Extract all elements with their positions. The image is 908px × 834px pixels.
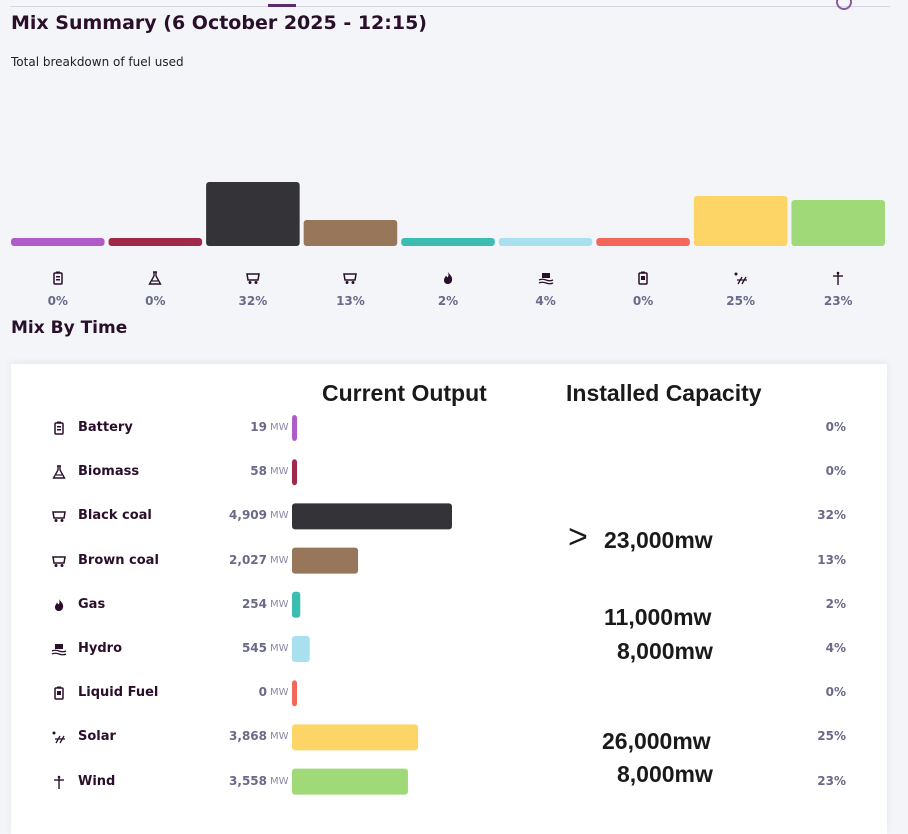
fuel-can-icon — [50, 684, 68, 702]
flame-icon — [50, 596, 68, 614]
row-label: Gas — [78, 596, 106, 612]
row-unit: MW — [270, 554, 289, 566]
row-output-value: 2,027 — [229, 552, 267, 567]
flame-icon — [438, 268, 458, 288]
installed-capacity-header: Installed Capacity — [566, 380, 762, 406]
row-pct: 0% — [825, 685, 846, 700]
row-pct: 0% — [825, 464, 846, 479]
summary-bar-gas[interactable] — [401, 238, 495, 246]
row-pct: 2% — [825, 596, 846, 611]
row-pct: 25% — [817, 729, 846, 744]
row-unit: MW — [270, 598, 289, 610]
row-output-value: 3,558 — [229, 773, 267, 788]
active-tab-indicator[interactable] — [268, 4, 296, 7]
row-pct: 32% — [817, 508, 846, 523]
capacity-coal: 23,000mw — [604, 527, 713, 553]
coal-icon — [50, 507, 68, 525]
row-label: Biomass — [78, 464, 140, 480]
chart-subtitle: Total breakdown of fuel used — [11, 55, 184, 69]
coal-icon — [243, 268, 263, 288]
row-label: Solar — [78, 729, 116, 745]
row-unit: MW — [270, 466, 289, 478]
row-output-value: 254 — [241, 596, 267, 611]
summary-pct-label: 25% — [726, 294, 756, 308]
summary-pct-label: 2% — [437, 294, 459, 308]
row-unit: MW — [270, 422, 289, 433]
row-pct: 13% — [817, 552, 846, 567]
coal-icon — [50, 552, 68, 570]
coal-icon — [340, 268, 360, 288]
row-pct: 4% — [825, 641, 846, 655]
summary-pct-label: 32% — [238, 294, 268, 308]
summary-pct-label: 0% — [145, 294, 166, 308]
capacity-hydro: 8,000mw — [617, 638, 713, 664]
summary-pct-label: 4% — [535, 294, 556, 308]
summary-bar-liquid-fuel[interactable] — [596, 238, 690, 246]
summary-bar-solar[interactable] — [693, 196, 788, 246]
row-unit: MW — [270, 775, 289, 787]
row-label: Wind — [78, 773, 116, 789]
summary-bar-wind[interactable] — [791, 200, 885, 246]
capacity-wind: 8,000mw — [617, 761, 713, 787]
row-label: Hydro — [78, 641, 123, 656]
summary-bar-biomass[interactable] — [108, 238, 203, 246]
summary-pct-label: 0% — [47, 294, 68, 308]
row-pct: 0% — [825, 420, 846, 434]
row-unit: MW — [270, 510, 289, 522]
solar-icon — [50, 728, 68, 746]
capacity-gas: 11,000mw — [604, 604, 712, 630]
capacity-greater-than: > — [568, 518, 588, 556]
capacity-solar: 26,000mw — [602, 728, 711, 754]
solar-icon — [731, 268, 751, 288]
mix-by-time-card — [11, 364, 887, 834]
hydro-icon — [50, 640, 68, 658]
help-icon[interactable] — [836, 0, 852, 10]
section-title: Mix By Time — [11, 318, 128, 338]
battery-icon — [48, 268, 68, 288]
summary-bar-hydro[interactable] — [498, 238, 593, 246]
row-label: Liquid Fuel — [78, 685, 159, 701]
page-title: Mix Summary (6 October 2025 - 12:15) — [11, 12, 427, 34]
biomass-icon — [50, 463, 68, 481]
row-unit: MW — [270, 643, 289, 654]
fuel-can-icon — [633, 268, 653, 288]
row-label: Brown coal — [78, 552, 159, 568]
summary-bar-black-coal[interactable] — [206, 182, 300, 246]
row-output-value: 545 — [241, 641, 267, 655]
row-output-value: 3,868 — [229, 729, 267, 744]
row-label: Black coal — [78, 508, 152, 524]
summary-pct-label: 0% — [632, 294, 654, 308]
summary-bar-brown-coal[interactable] — [303, 220, 398, 246]
row-output-value: 58 — [250, 464, 267, 479]
current-output-header: Current Output — [322, 380, 487, 406]
row-unit: MW — [270, 687, 289, 699]
biomass-icon — [145, 268, 165, 288]
summary-bar-battery[interactable] — [11, 238, 105, 246]
row-label: Battery — [78, 420, 133, 435]
hydro-icon — [536, 268, 556, 288]
mix-summary-chart — [11, 182, 885, 246]
summary-pct-label: 23% — [823, 294, 853, 308]
row-output-value: 19 — [250, 420, 267, 434]
wind-icon — [828, 268, 848, 288]
row-unit: MW — [270, 731, 289, 743]
row-output-value: 4,909 — [229, 508, 267, 523]
row-pct: 23% — [817, 773, 846, 788]
wind-icon — [50, 773, 68, 791]
row-output-value: 0 — [258, 685, 267, 700]
battery-icon — [50, 419, 68, 437]
summary-pct-label: 13% — [336, 294, 365, 308]
top-divider — [10, 6, 890, 7]
